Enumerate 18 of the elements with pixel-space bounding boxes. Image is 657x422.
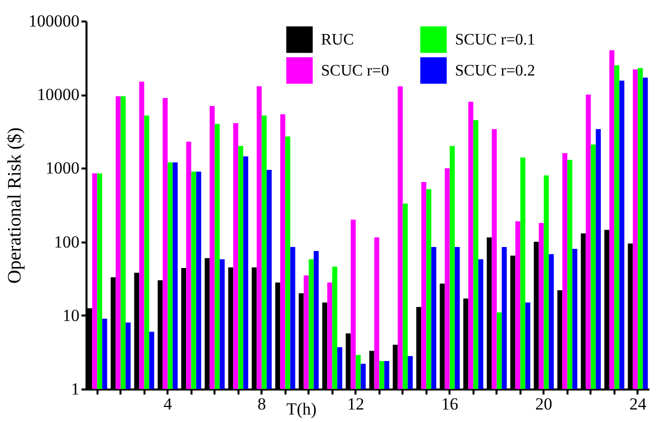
x-tick-label: 8 (257, 394, 266, 414)
y-tick-label: 1 (71, 380, 80, 398)
legend-label: SCUC r=0.1 (455, 32, 536, 49)
x-tick-label: 20 (535, 394, 552, 414)
y-tick-label: 10 (62, 306, 80, 325)
y-tick-label: 100000 (28, 12, 80, 30)
x-axis-title: T(h) (286, 400, 317, 418)
y-tick-label: 10000 (37, 85, 80, 104)
y-axis-title: Operational Risk ($) (4, 127, 26, 284)
x-tick-label: 16 (441, 394, 458, 414)
legend-label: SCUC r=0.2 (455, 62, 536, 80)
legend-label: SCUC r=0 (321, 62, 390, 80)
x-tick-label: 12 (347, 394, 364, 414)
x-tick-label: 4 (163, 394, 172, 414)
legend-label: RUC (321, 32, 354, 49)
y-tick-label: 1000 (46, 158, 80, 178)
x-tick-label: 24 (629, 394, 647, 414)
y-tick-label: 100 (54, 232, 80, 252)
